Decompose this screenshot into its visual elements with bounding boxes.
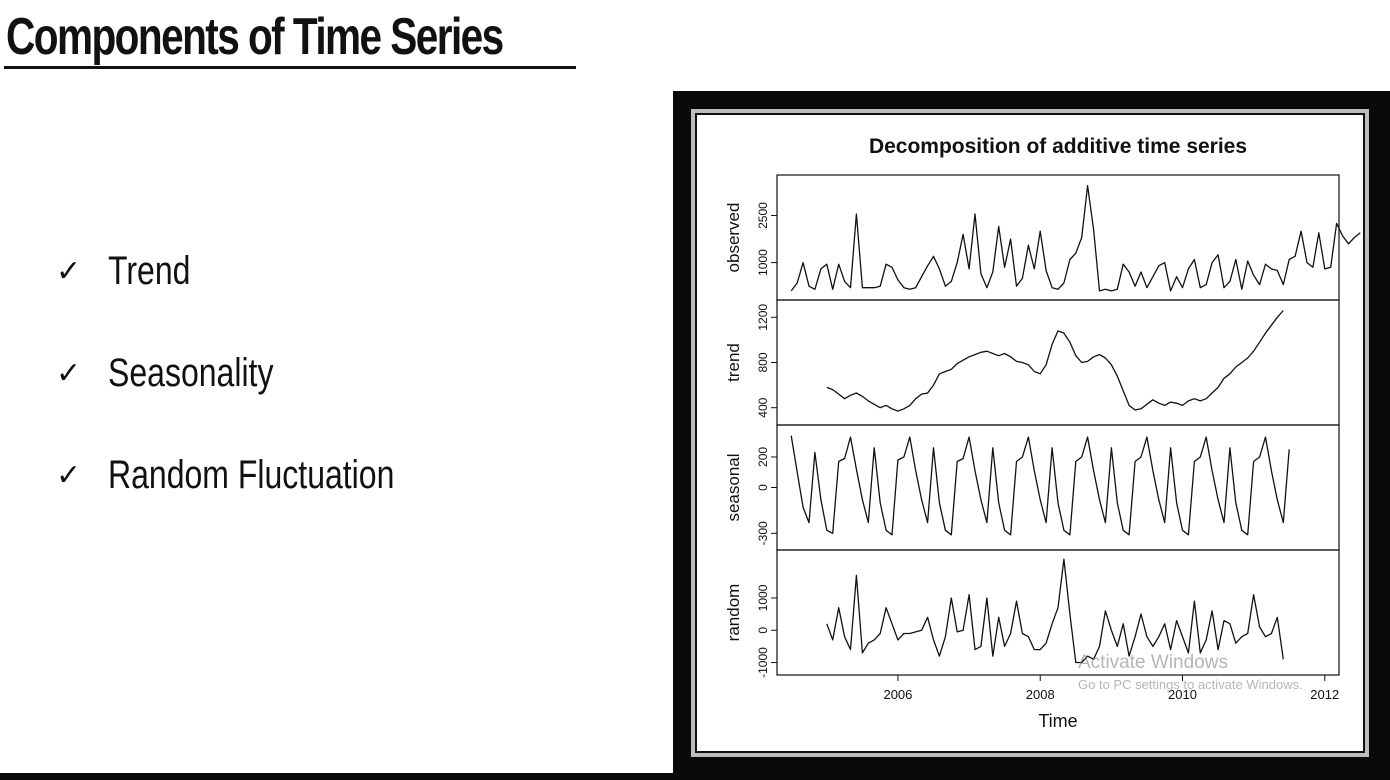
y-tick-label-observed: 2500	[756, 202, 770, 229]
y-tick-label-random: 0	[756, 627, 770, 634]
x-axis-label: Time	[1038, 711, 1077, 731]
series-line-seasonal	[790, 435, 1290, 536]
y-tick-label-trend: 800	[756, 352, 770, 372]
checkmark-icon: ✓	[56, 355, 82, 391]
bullet-item-seasonality: ✓ Seasonality	[56, 347, 466, 399]
panel-label-seasonal: seasonal	[724, 453, 743, 521]
panel-frame-seasonal	[776, 424, 1340, 551]
panel-frame-trend	[776, 299, 1340, 426]
figure-border: Decomposition of additive time series 100…	[691, 109, 1369, 757]
decomposition-chart: Decomposition of additive time series 100…	[724, 135, 1361, 731]
checkmark-icon: ✓	[56, 457, 82, 493]
slide-title: Components of Time Series	[6, 8, 504, 66]
bullet-label-trend: Trend	[108, 248, 191, 293]
x-tick-label: 2008	[1026, 687, 1055, 702]
y-tick-label-observed: 1000	[756, 249, 770, 276]
series-line-observed	[790, 185, 1361, 292]
y-tick-label-seasonal: -300	[756, 521, 770, 545]
bullet-list: ✓ Trend ✓ Seasonality ✓ Random Fluctuati…	[56, 245, 466, 551]
x-tick-label: 2010	[1168, 687, 1197, 702]
panel-label-random: random	[724, 584, 743, 642]
title-underline	[4, 66, 576, 69]
bullet-label-random-fluctuation: Random Fluctuation	[108, 452, 395, 497]
figure-frame: Decomposition of additive time series 100…	[673, 91, 1390, 780]
y-tick-label-trend: 400	[756, 397, 770, 417]
bullet-item-trend: ✓ Trend	[56, 245, 466, 297]
bullet-item-random-fluctuation: ✓ Random Fluctuation	[56, 449, 466, 501]
bottom-rule	[0, 773, 673, 780]
y-tick-label-trend: 1200	[756, 304, 770, 331]
x-tick-label: 2012	[1310, 687, 1339, 702]
panel-label-observed: observed	[724, 203, 743, 273]
checkmark-icon: ✓	[56, 253, 82, 289]
series-line-random	[826, 558, 1284, 664]
panel-frame-random	[776, 549, 1340, 676]
panel-label-trend: trend	[724, 343, 743, 382]
y-tick-label-seasonal: 200	[756, 447, 770, 467]
bullet-label-seasonality: Seasonality	[108, 350, 274, 395]
y-tick-label-random: -1000	[756, 647, 770, 678]
x-tick-label: 2006	[883, 687, 912, 702]
chart-title: Decomposition of additive time series	[869, 135, 1247, 158]
series-line-trend	[826, 310, 1284, 412]
figure-paper: Decomposition of additive time series 100…	[695, 113, 1365, 753]
y-tick-label-seasonal: 0	[756, 484, 770, 491]
y-tick-label-random: 1000	[756, 584, 770, 611]
